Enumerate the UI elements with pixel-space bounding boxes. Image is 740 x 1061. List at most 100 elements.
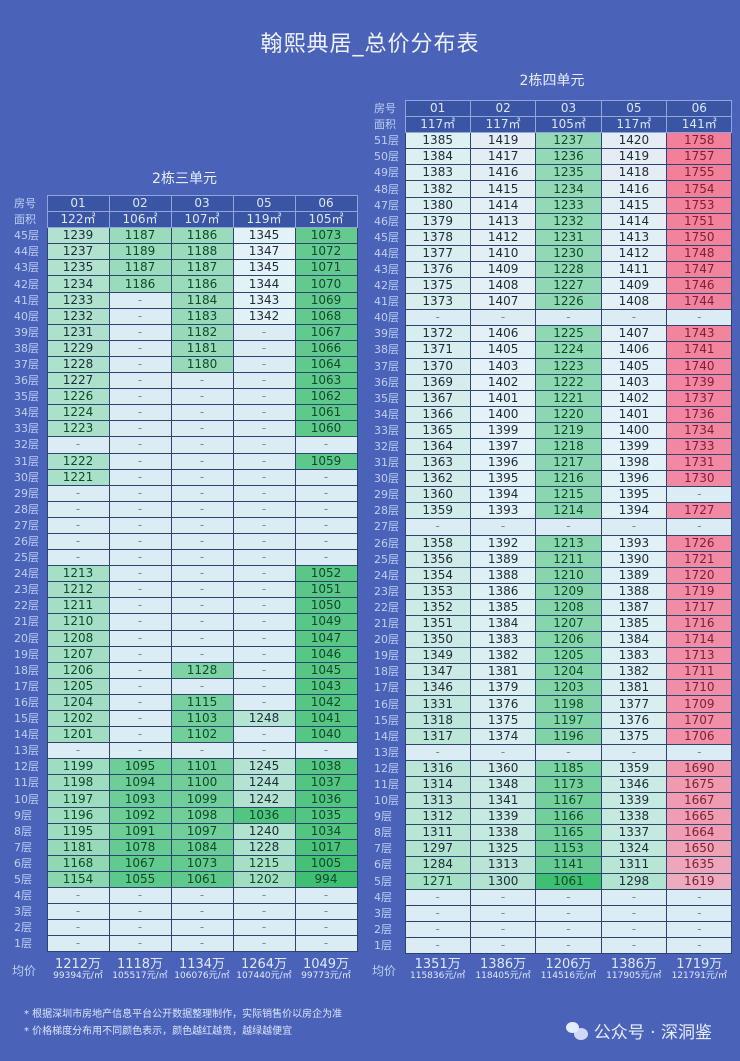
price-cell: 1384 <box>600 631 668 649</box>
floor-row: 39层 1372 1406 1225 1407 1743 <box>372 325 733 343</box>
price-cell: 1128 <box>170 661 234 679</box>
price-cell: 1242 <box>232 790 296 808</box>
price-cell: 1097 <box>170 822 234 840</box>
floor-row: 28层 1359 1393 1214 1394 1727 <box>372 502 733 520</box>
floor-row: 11层 1198 1094 1100 1244 1037 <box>12 774 358 792</box>
floor-row: 11层 1314 1348 1173 1346 1675 <box>372 775 733 794</box>
price-cell: 1710 <box>666 679 733 697</box>
unit-area: 105㎡ <box>535 116 602 134</box>
floor-label: 16层 <box>374 697 399 711</box>
floor-label: 43层 <box>14 261 39 275</box>
price-cell: 1073 <box>294 227 358 245</box>
price-cell: 1383 <box>469 631 537 649</box>
floor-row: 45层 1239 1187 1186 1345 1073 <box>12 227 358 245</box>
floor-label: 45层 <box>14 229 39 243</box>
price-cell: - <box>535 888 602 906</box>
price-cell: - <box>108 339 172 357</box>
floor-label: 29层 <box>374 488 399 502</box>
price-cell: 1047 <box>294 629 358 647</box>
floor-row: 27层 - - - - - <box>372 518 733 536</box>
price-cell: 1045 <box>294 661 358 679</box>
price-cell: 1063 <box>294 372 358 390</box>
price-cell: 1070 <box>294 275 358 293</box>
price-cell: - <box>170 645 234 663</box>
floor-row: 34层 1224- - -1061 <box>12 404 358 422</box>
price-cell: 1227 <box>535 277 602 295</box>
price-cell: 1233 <box>535 196 602 214</box>
price-cell: 1311 <box>404 824 471 842</box>
price-cell: 1403 <box>600 373 668 391</box>
price-cell: 1746 <box>666 277 733 295</box>
unit-area-label: 面积 <box>374 118 396 132</box>
floor-row: 8层 1195 1091 1097 1240 1034 <box>12 822 358 840</box>
price-cell: - <box>170 935 234 953</box>
floor-label: 28层 <box>374 504 399 518</box>
price-cell: 1376 <box>404 260 471 279</box>
price-cell: - <box>469 309 537 327</box>
price-cell: 1386 <box>469 582 537 600</box>
price-cell: - <box>170 500 234 518</box>
floor-label: 20层 <box>14 631 39 645</box>
price-cell: 1388 <box>600 582 668 600</box>
price-cell: 1100 <box>170 774 234 792</box>
price-cell: 1166 <box>535 808 602 826</box>
price-cell: - <box>600 888 668 906</box>
price-cell: - <box>535 518 602 536</box>
floor-row: 51层 1385 1419 1237 1420 1758 <box>372 132 733 150</box>
price-cell: 1101 <box>170 758 234 776</box>
price-cell: - <box>170 468 234 486</box>
price-cell: - <box>108 677 172 695</box>
floor-label: 40层 <box>14 309 39 323</box>
price-cell: - <box>108 420 172 438</box>
price-cell: 1061 <box>294 404 358 422</box>
price-cell: - <box>535 920 602 938</box>
price-cell: 1213 <box>46 565 110 583</box>
price-cell: 1202 <box>232 870 296 889</box>
price-cell: 1356 <box>404 550 471 568</box>
price-cell: 1385 <box>469 598 537 617</box>
price-cell: 1719 <box>666 582 733 600</box>
floor-row: 25层 - - - - - <box>12 549 358 567</box>
price-cell: 1339 <box>600 792 668 810</box>
price-cell: 1405 <box>600 357 668 375</box>
floor-row: 43层 1376 1409 1228 1411 1747 <box>372 260 733 279</box>
floor-row: 5层 1271 1300 1061 1298 1619 <box>372 872 733 890</box>
price-cell: - <box>108 516 172 534</box>
price-cell: 1721 <box>666 550 733 568</box>
average-total: 1719万 <box>676 957 723 972</box>
price-cell: - <box>294 436 358 454</box>
price-cell: 1726 <box>666 534 733 552</box>
price-cell: 1231 <box>535 228 602 246</box>
price-cell: 1248 <box>232 709 296 728</box>
floor-row: 32层 1364 1397 1218 1399 1733 <box>372 437 733 456</box>
floor-label: 17层 <box>374 681 399 695</box>
floor-row: 46层 1379 1413 1232 1414 1751 <box>372 212 733 230</box>
price-cell: - <box>108 500 172 518</box>
price-cell: - <box>46 549 110 567</box>
floor-label: 36层 <box>374 375 399 389</box>
price-cell: 1185 <box>535 759 602 777</box>
floor-row: 10层 1197 1093 1099 1242 1036 <box>12 790 358 808</box>
unit-area: 122㎡ <box>46 211 110 229</box>
floor-row: 41层 1373 1407 1226 1408 1744 <box>372 293 733 311</box>
price-cell: 1237 <box>535 132 602 150</box>
price-cell: - <box>404 936 471 954</box>
price-cell: 1382 <box>600 663 668 681</box>
price-cell: 1222 <box>46 452 110 470</box>
price-cell: 1212 <box>46 581 110 599</box>
price-cell: - <box>535 743 602 761</box>
price-cell: 1196 <box>535 727 602 745</box>
wechat-icon <box>565 1021 588 1040</box>
floor-label: 37层 <box>374 359 399 373</box>
price-cell: - <box>600 309 668 327</box>
price-cell: 1211 <box>535 550 602 568</box>
price-cell: 1300 <box>469 872 537 890</box>
price-cell: 1311 <box>600 856 668 874</box>
unit-area: 107㎡ <box>170 211 234 229</box>
price-cell: 1196 <box>46 806 110 824</box>
price-cell: - <box>108 323 172 341</box>
price-cell: 1224 <box>535 341 602 359</box>
price-cell: 1094 <box>108 774 172 792</box>
price-cell: 1059 <box>294 452 358 470</box>
price-cell: 1409 <box>469 260 537 279</box>
